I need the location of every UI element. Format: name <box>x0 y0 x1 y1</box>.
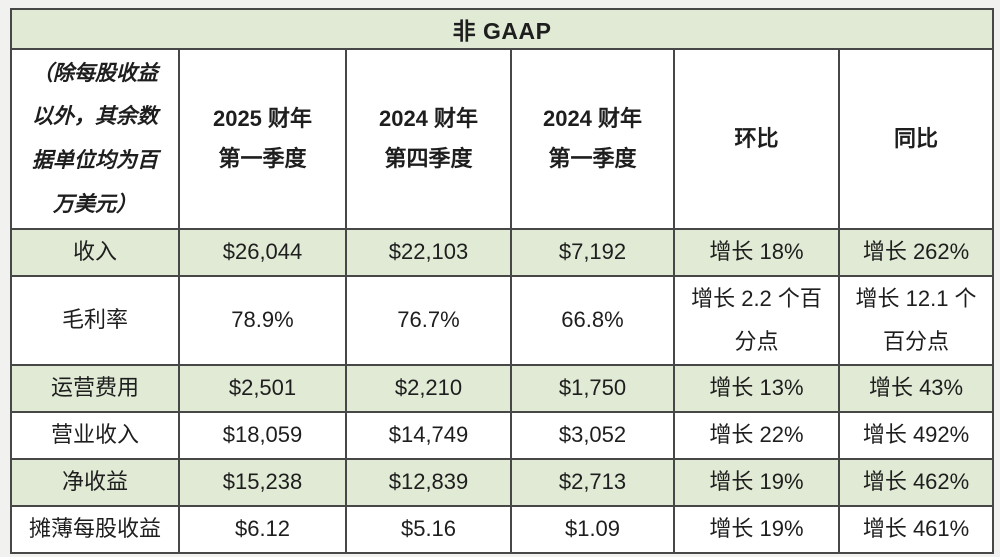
col-header-line2: 第一季度 <box>548 146 637 171</box>
value-cell: 增长 492% <box>837 411 995 460</box>
table-row: 收入 $26,044 $22,103 $7,192 增长 18% 增长 262% <box>10 228 995 277</box>
col-header-line1: 2024 财年 <box>378 105 479 131</box>
row-label: 毛利率 <box>10 275 180 366</box>
value-cell: $7,192 <box>510 228 675 277</box>
col-header-line2: 第一季度 <box>218 146 307 171</box>
table-row: 净收益 $15,238 $12,839 $2,713 增长 19% 增长 462% <box>10 458 995 507</box>
table-row: 运营费用 $2,501 $2,210 $1,750 增长 13% 增长 43% <box>10 364 995 413</box>
value-cell: $22,103 <box>345 228 512 277</box>
value-cell: $14,749 <box>345 411 512 460</box>
table-body: 收入 $26,044 $22,103 $7,192 增长 18% 增长 262% 毛利率 78… <box>10 228 995 554</box>
value-cell: $18,059 <box>178 411 347 460</box>
row-label: 运营费用 <box>10 364 180 413</box>
value-cell: 增长 462% <box>837 458 995 507</box>
col-header-qoq: 环比 <box>673 48 840 230</box>
value-cell: 增长 18% <box>673 228 840 277</box>
value-cell: 增长 12.1 个百分点 <box>837 275 995 366</box>
col-header-fy2024-q4: 2024 财年 第四季度 <box>345 48 512 230</box>
units-note: （除每股收益以外，其余数据单位均为百万美元） <box>10 48 180 230</box>
table-row: 营业收入 $18,059 $14,749 $3,052 增长 22% 增长 492% <box>10 411 995 460</box>
value-cell: $26,044 <box>178 228 347 277</box>
value-cell: $2,501 <box>178 364 347 413</box>
value-cell: 增长 19% <box>673 505 840 554</box>
value-cell: 增长 22% <box>673 411 840 460</box>
value-cell: 78.9% <box>178 275 347 366</box>
value-cell: $2,210 <box>345 364 512 413</box>
row-label: 净收益 <box>10 458 180 507</box>
col-header-line2: 第四季度 <box>384 146 473 171</box>
value-cell: 76.7% <box>345 275 512 366</box>
col-header-fy2025-q1: 2025 财年 第一季度 <box>178 48 347 230</box>
value-cell: 增长 262% <box>837 228 995 277</box>
col-header-yoy: 同比 <box>837 48 995 230</box>
value-cell: $1,750 <box>510 364 675 413</box>
row-label: 摊薄每股收益 <box>10 505 180 554</box>
value-cell: 增长 2.2 个百分点 <box>673 275 840 366</box>
value-cell: 增长 461% <box>837 505 995 554</box>
row-label: 营业收入 <box>10 411 180 460</box>
col-header-line1: 2024 财年 <box>542 105 643 131</box>
non-gaap-table: 非 GAAP （除每股收益以外，其余数据单位均为百万美元） 2025 财年 第一… <box>9 8 995 554</box>
value-cell: $12,839 <box>345 458 512 507</box>
row-label: 收入 <box>10 228 180 277</box>
value-cell: $3,052 <box>510 411 675 460</box>
value-cell: 增长 19% <box>673 458 840 507</box>
table-row: 毛利率 78.9% 76.7% 66.8% 增长 2.2 个百分点 增长 12.1 个百分… <box>10 275 995 366</box>
value-cell: $2,713 <box>510 458 675 507</box>
column-header-row: （除每股收益以外，其余数据单位均为百万美元） 2025 财年 第一季度 2024… <box>10 48 995 230</box>
value-cell: 增长 43% <box>837 364 995 413</box>
table-row: 摊薄每股收益 $6.12 $5.16 $1.09 增长 19% 增长 461% <box>10 505 995 554</box>
table-title: 非 GAAP <box>9 8 995 50</box>
col-header-fy2024-q1: 2024 财年 第一季度 <box>510 48 675 230</box>
value-cell: 增长 13% <box>673 364 840 413</box>
value-cell: $15,238 <box>178 458 347 507</box>
value-cell: 66.8% <box>510 275 675 366</box>
title-row: 非 GAAP <box>9 8 995 50</box>
value-cell: $1.09 <box>510 505 675 554</box>
value-cell: $5.16 <box>345 505 512 554</box>
col-header-line1: 2025 财年 <box>212 105 313 131</box>
value-cell: $6.12 <box>178 505 347 554</box>
